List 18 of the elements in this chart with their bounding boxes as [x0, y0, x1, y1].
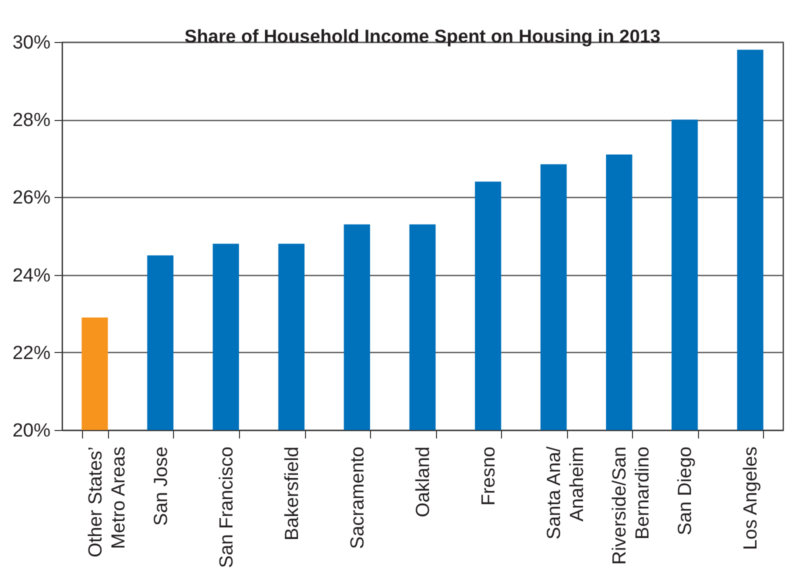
- x-tick-label: Other States’ Metro Areas: [85, 446, 130, 558]
- x-tick-label: Oakland: [413, 446, 434, 518]
- y-tick-label: 28%: [12, 110, 51, 132]
- x-tick-label: Fresno: [478, 446, 500, 506]
- x-tick-label: Los Angeles: [740, 446, 762, 550]
- y-tick-label: 22%: [12, 342, 51, 364]
- y-tick-label: 30%: [12, 32, 51, 54]
- y-tick-label: 26%: [12, 188, 51, 209]
- y-tick-label: 24%: [12, 265, 51, 286]
- x-tick-label: San Jose: [150, 446, 172, 526]
- x-tick-label: Bakersfield: [282, 446, 303, 540]
- chart-title: Share of Household Income Spent on Housing in 2013: [184, 26, 660, 46]
- x-tick-label: San Francisco: [216, 446, 238, 568]
- x-tick-label: Sacramento: [347, 446, 368, 549]
- x-tick-label: Santa Ana/ Anaheim: [544, 446, 588, 540]
- x-tick-label: Riverside/San Bernardino: [610, 446, 654, 565]
- x-tick-label: San Diego: [675, 446, 696, 536]
- y-tick-label: 20%: [12, 420, 51, 442]
